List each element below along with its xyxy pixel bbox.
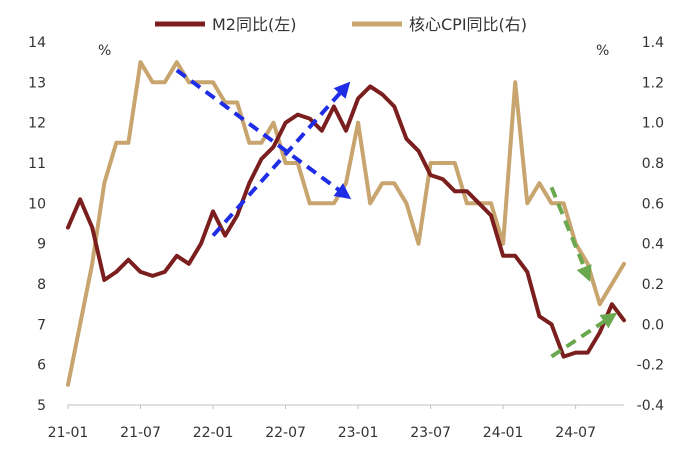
x-tick-label: 24-07 — [555, 425, 596, 441]
core-cpi-yoy-line — [66, 60, 626, 387]
right-y-tick-label: 1.2 — [642, 75, 664, 91]
right-y-tick-label: -0.4 — [637, 398, 664, 414]
x-tick-label: 21-01 — [48, 425, 89, 441]
trend-arrow — [549, 186, 592, 282]
left-y-tick-label: 12 — [28, 116, 46, 132]
right-y-tick-label: 0.0 — [642, 317, 664, 333]
legend: M2同比(左) 核心CPI同比(右) — [155, 15, 527, 34]
series-layer — [66, 60, 626, 387]
right-y-tick-label: 0.6 — [642, 196, 664, 212]
legend-label-m2: M2同比(左) — [212, 15, 296, 34]
left-y-axis: 5 6 7 8 9 10 11 12 13 14 — [28, 35, 46, 414]
right-y-tick-label: -0.2 — [637, 358, 664, 374]
left-axis-unit: % — [98, 43, 111, 59]
right-y-axis: -0.4 -0.2 0.0 0.2 0.4 0.6 0.8 1.0 1.2 1.4 — [637, 35, 664, 414]
right-y-tick-label: 1.4 — [642, 35, 664, 51]
left-y-tick-label: 5 — [37, 398, 46, 414]
right-y-tick-label: 0.2 — [642, 277, 664, 293]
trend-arrow — [211, 81, 351, 237]
x-tick-label: 22-07 — [265, 425, 306, 441]
right-y-tick-label: 0.8 — [642, 156, 664, 172]
annotation-layer — [175, 68, 618, 359]
left-y-tick-label: 9 — [37, 237, 46, 253]
x-tick-label: 21-07 — [120, 425, 161, 441]
left-y-tick-label: 11 — [28, 156, 46, 172]
trend-arrow — [175, 68, 352, 200]
m2-yoy-line — [66, 84, 626, 359]
right-y-tick-label: 0.4 — [642, 237, 664, 253]
x-axis: 21-01 21-07 22-01 22-07 23-01 23-07 24-01 24-07 — [48, 404, 624, 441]
legend-label-core-cpi: 核心CPI同比(右) — [409, 15, 527, 34]
left-y-tick-label: 7 — [37, 317, 46, 333]
left-y-tick-label: 10 — [28, 196, 46, 212]
x-tick-label: 23-07 — [410, 425, 451, 441]
trend-arrow — [550, 312, 618, 359]
x-tick-label: 23-01 — [338, 425, 379, 441]
left-y-tick-label: 8 — [37, 277, 46, 293]
right-axis-unit: % — [596, 43, 609, 59]
x-tick-label: 24-01 — [483, 425, 524, 441]
left-y-tick-label: 6 — [37, 358, 46, 374]
x-tick-label: 22-01 — [193, 425, 234, 441]
left-y-tick-label: 14 — [28, 35, 46, 51]
right-y-tick-label: 1.0 — [642, 116, 664, 132]
left-y-tick-label: 13 — [28, 75, 46, 91]
